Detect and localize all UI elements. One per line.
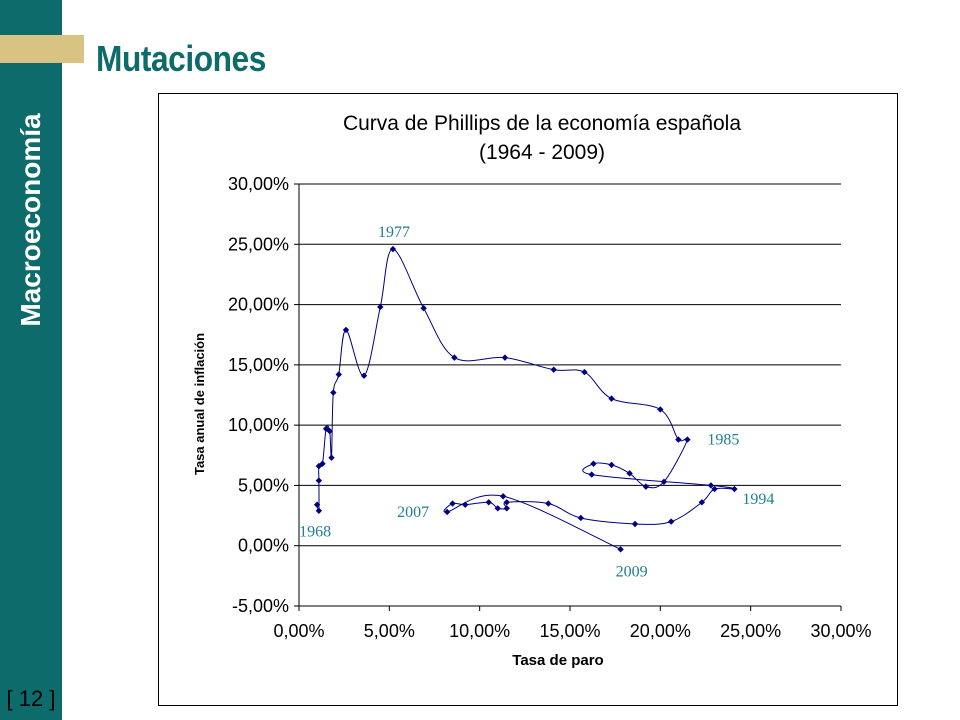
data-point [330, 389, 337, 396]
data-point [377, 303, 384, 311]
y-tick-label: 20,00% [228, 295, 289, 315]
year-annotation: 1985 [707, 432, 739, 449]
data-point [313, 501, 321, 508]
chart-subtitle: (1964 - 2009) [479, 141, 605, 164]
data-point [577, 514, 585, 522]
data-point [660, 478, 668, 486]
data-point [360, 372, 368, 379]
chart-title: Curva de Phillips de la economía español… [343, 112, 741, 135]
data-point [707, 482, 715, 489]
slide-title: Mutaciones [96, 38, 266, 79]
data-point [389, 245, 397, 253]
y-tick-label: 10,00% [228, 415, 289, 435]
year-annotation: 2009 [616, 563, 648, 580]
chart-frame: Curva de Phillips de la economía español… [158, 93, 898, 706]
data-point [326, 427, 333, 435]
data-point [684, 436, 691, 443]
y-tick-label: 0,00% [238, 536, 289, 556]
series-line [316, 248, 735, 550]
data-point [451, 354, 458, 361]
data-point [420, 304, 427, 312]
axes [294, 183, 842, 611]
sidebar: Macroeconomía [ 12 ] [0, 0, 62, 720]
data-point [581, 368, 588, 376]
data-point [503, 499, 510, 506]
series-group [313, 245, 738, 553]
data-point [499, 493, 507, 500]
data-point [485, 499, 492, 506]
phillips-curve-chart: Curva de Phillips de la economía español… [192, 112, 872, 669]
data-point [588, 471, 595, 478]
x-tick-label: 15,00% [539, 621, 600, 641]
tick-labels: -5,00% 0,00% 5,00% 10,00% 15,00% 20,00% 25,00%… [228, 174, 872, 641]
accent-bar [0, 35, 84, 63]
data-point [675, 436, 682, 443]
year-annotation: 1968 [299, 524, 331, 541]
data-point [617, 546, 624, 553]
y-axis-label: Tasa anual de inflación [192, 333, 207, 475]
x-tick-label: 0,00% [273, 621, 324, 641]
data-point [631, 520, 639, 528]
y-tick-label: 30,00% [228, 174, 289, 194]
x-tick-label: 25,00% [720, 621, 781, 641]
data-point [550, 366, 557, 373]
data-point [731, 485, 738, 493]
data-point [590, 460, 597, 467]
data-point [626, 470, 633, 477]
data-point [698, 499, 706, 506]
y-tick-label: 15,00% [228, 355, 289, 375]
data-point [642, 483, 650, 490]
x-tick-label: 30,00% [810, 621, 871, 641]
year-annotation: 2007 [397, 504, 429, 521]
year-annotation: 1994 [742, 491, 774, 508]
data-point [545, 500, 552, 507]
x-tick-label: 20,00% [630, 621, 691, 641]
data-point [315, 507, 323, 514]
data-point [315, 477, 323, 484]
x-axis-label: Tasa de paro [512, 652, 603, 669]
data-point [711, 485, 718, 493]
data-point [328, 454, 335, 461]
data-point [608, 461, 615, 469]
data-point [335, 371, 342, 378]
data-point [608, 395, 615, 402]
x-tick-label: 10,00% [449, 621, 510, 641]
grid-lines [299, 183, 841, 547]
y-tick-label: 25,00% [228, 234, 289, 254]
data-point [667, 518, 675, 525]
annotations: 1977 1985 1994 2007 1968 2009 [299, 224, 774, 580]
y-tick-label: -5,00% [232, 596, 289, 616]
data-point [449, 500, 456, 507]
y-tick-label: 5,00% [238, 475, 289, 495]
data-point [501, 354, 509, 361]
sidebar-title: Macroeconomía [15, 113, 46, 327]
data-point [494, 505, 501, 512]
page-number: [ 12 ] [6, 686, 56, 711]
data-point [462, 501, 469, 508]
x-tick-label: 5,00% [364, 621, 415, 641]
data-point [503, 505, 510, 512]
year-annotation: 1977 [378, 224, 410, 241]
data-point [342, 326, 350, 334]
